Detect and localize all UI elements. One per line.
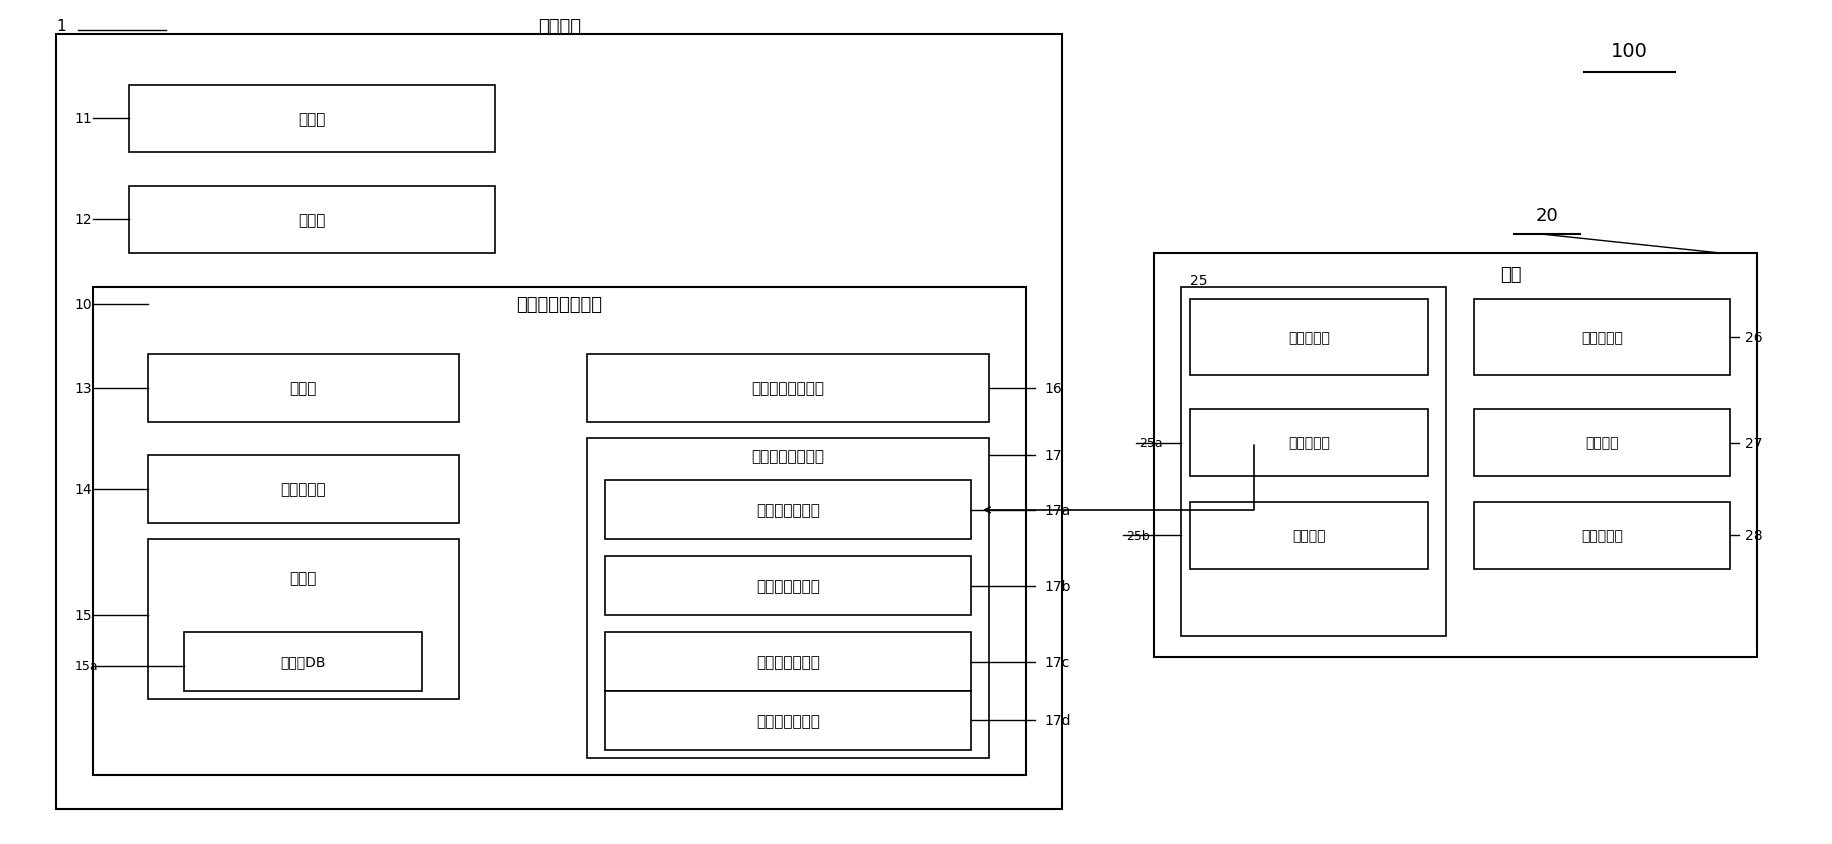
Bar: [93, 288, 1026, 776]
Text: 姿势信息获取部: 姿势信息获取部: [757, 578, 821, 593]
Text: 25a: 25a: [1140, 436, 1163, 450]
Text: 形状信息获取部: 形状信息获取部: [757, 654, 821, 669]
Text: 叉车: 叉车: [1500, 266, 1521, 284]
Text: 控制部: 控制部: [289, 381, 317, 396]
Text: 17d: 17d: [1044, 714, 1070, 728]
Text: 存储部: 存储部: [289, 571, 317, 585]
Text: 16: 16: [1044, 381, 1063, 395]
Text: 升降致动器: 升降致动器: [1581, 528, 1623, 543]
Text: 17: 17: [1044, 449, 1063, 463]
Text: 17a: 17a: [1044, 503, 1070, 517]
Text: 行驶控制部: 行驶控制部: [1288, 436, 1330, 450]
Text: 输送控制部: 输送控制部: [1288, 331, 1330, 345]
Text: 12: 12: [75, 214, 92, 227]
Text: 17c: 17c: [1044, 655, 1070, 668]
Text: 15a: 15a: [75, 659, 99, 673]
Bar: [586, 439, 989, 759]
Bar: [605, 691, 971, 750]
Text: 10: 10: [75, 297, 92, 311]
Text: 20: 20: [1535, 207, 1559, 225]
Text: 13: 13: [75, 381, 92, 395]
Text: 14: 14: [75, 482, 92, 496]
Bar: [57, 35, 1063, 809]
Bar: [605, 481, 971, 540]
Text: 位置信息取得部: 位置信息取得部: [757, 503, 821, 518]
Bar: [148, 354, 458, 422]
Text: 高度信息获取部: 高度信息获取部: [757, 713, 821, 728]
Text: 测距装置: 测距装置: [539, 18, 581, 35]
Text: 11: 11: [75, 112, 92, 126]
Bar: [1191, 300, 1429, 376]
Text: 距离测定部: 距离测定部: [280, 482, 326, 497]
Bar: [586, 354, 989, 422]
Text: 受光部: 受光部: [299, 213, 326, 228]
Text: 制动装置: 制动装置: [1585, 436, 1619, 450]
Text: 27: 27: [1744, 436, 1762, 450]
Bar: [1191, 502, 1429, 569]
Text: 17b: 17b: [1044, 579, 1070, 593]
Text: 15: 15: [75, 609, 92, 623]
Bar: [1475, 409, 1729, 477]
Bar: [148, 456, 458, 523]
Bar: [1475, 502, 1729, 569]
Bar: [148, 540, 458, 700]
Text: 25: 25: [1191, 273, 1207, 288]
Bar: [605, 632, 971, 691]
Bar: [1154, 254, 1757, 657]
Text: 1: 1: [57, 19, 66, 34]
Bar: [1191, 409, 1429, 477]
Bar: [1182, 288, 1447, 636]
Bar: [130, 187, 495, 254]
Text: 输送可否判定装置: 输送可否判定装置: [517, 295, 603, 313]
Bar: [605, 556, 971, 615]
Text: 输送台DB: 输送台DB: [280, 655, 326, 668]
Text: 26: 26: [1744, 331, 1762, 345]
Text: 装载物状态取得部: 装载物状态取得部: [751, 448, 824, 463]
Text: 臂控制部: 臂控制部: [1293, 528, 1326, 543]
Text: 照明部: 照明部: [299, 111, 326, 127]
Text: 行驶致动器: 行驶致动器: [1581, 331, 1623, 345]
Bar: [1475, 300, 1729, 376]
Text: 100: 100: [1610, 42, 1647, 62]
Text: 输送台信息取得部: 输送台信息取得部: [751, 381, 824, 396]
Text: 28: 28: [1744, 528, 1762, 543]
Bar: [130, 85, 495, 153]
Text: 25b: 25b: [1127, 529, 1150, 542]
Bar: [185, 632, 421, 691]
